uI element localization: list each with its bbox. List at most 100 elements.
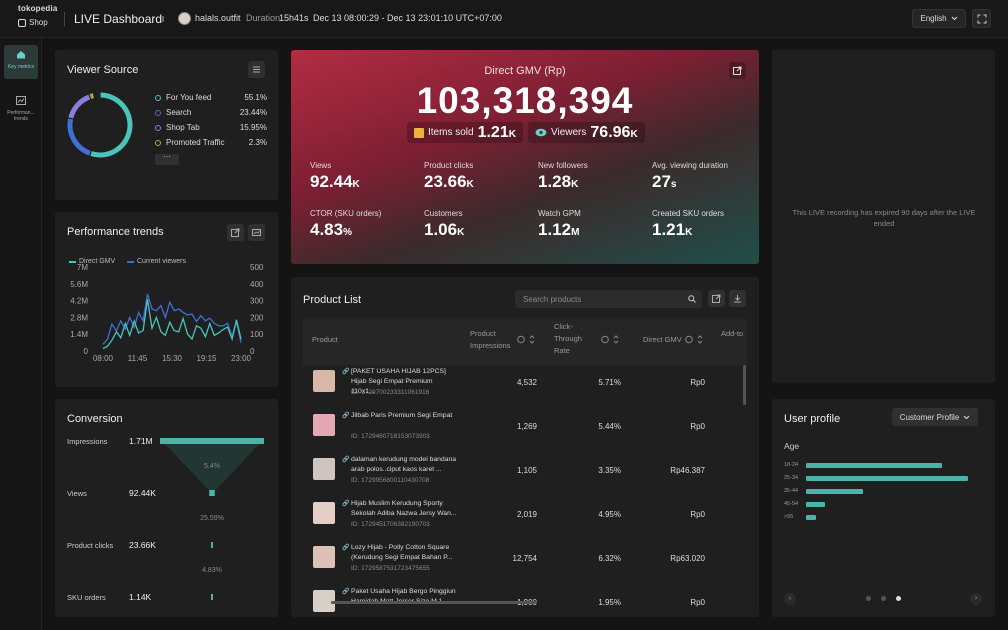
sidebar-item-performance-trends[interactable]: Performan... trends <box>4 91 38 125</box>
link-icon[interactable]: 🔗 <box>342 589 350 595</box>
link-icon[interactable]: 🔗 <box>342 457 350 463</box>
product-thumbnail[interactable] <box>313 502 335 524</box>
sort-icon[interactable] <box>601 335 619 344</box>
cell-impressions: 12,754 <box>512 554 537 563</box>
legend-item-for-you-feed[interactable]: For You feed 55.1% <box>155 93 267 102</box>
col-direct-gmv[interactable]: Direct GMV <box>643 335 682 344</box>
funnel-stage-value: 92.44K <box>129 488 156 498</box>
funnel-rate: 25.59% <box>200 515 224 522</box>
link-icon[interactable]: 🔗 <box>342 369 350 375</box>
product-thumbnail[interactable] <box>313 590 335 612</box>
pager-dot[interactable] <box>881 596 886 601</box>
product-name[interactable]: dalaman kerudung model bandana arab polo… <box>351 456 457 473</box>
export-icon <box>712 294 721 303</box>
age-bar[interactable] <box>806 502 826 507</box>
direct-gmv-value: 103,318,394 <box>416 80 634 121</box>
product-name[interactable]: Jilbab Paris Premium Segi Empat <box>351 412 453 419</box>
brand: tokopedia Shop <box>18 4 58 27</box>
table-row[interactable]: 🔗 Hijab Muslim Kerudung Sporty Sekolah Ad… <box>305 497 743 535</box>
metric-watch-gpm: Watch GPM 1.12M <box>538 209 581 240</box>
panel-title: User profile <box>784 413 841 425</box>
metric-new-followers: New followers 1.28K <box>538 161 588 192</box>
customer-profile-dropdown[interactable]: Customer Profile <box>892 408 978 426</box>
y-tick-left: 1.4M <box>70 330 88 339</box>
viewers-pill: Viewers 76.96K <box>528 122 645 143</box>
x-tick: 15:30 <box>162 354 183 363</box>
y-tick-right: 100 <box>250 330 264 339</box>
vertical-scrollbar[interactable] <box>743 365 746 405</box>
items-sold-value: 1.21K <box>477 123 516 141</box>
sort-icon[interactable] <box>517 335 535 344</box>
page-title: LIVE Dashboard <box>74 12 163 26</box>
metric-value: 1.28K <box>538 172 588 192</box>
pager-dot-active[interactable] <box>896 596 901 601</box>
table-row[interactable]: 🔗Paket Usaha Hijab Bergo Pinggiun Hamida… <box>305 585 743 623</box>
product-list-panel: Product List Product Product Impressions… <box>291 277 759 617</box>
sidebar-item-label: Key metrics <box>7 64 35 70</box>
more-sources-button[interactable]: ··· <box>155 153 179 165</box>
product-name[interactable]: [PAKET USAHA HIJAB 12PCS] Hijab Segi Emp… <box>351 368 446 395</box>
metric-number: 23.66 <box>424 172 467 191</box>
gmv-export-button[interactable] <box>729 62 746 79</box>
chart-settings-button[interactable] <box>248 224 265 241</box>
product-name[interactable]: Paket Usaha Hijab Bergo Pinggiun Hamidah… <box>351 588 456 605</box>
legend-item-search[interactable]: Search 23.44% <box>155 108 267 117</box>
table-row[interactable]: 🔗 dalaman kerudung model bandana arab pol… <box>305 453 743 491</box>
legend-item-promoted-traffic[interactable]: Promoted Traffic 2.3% <box>155 138 267 147</box>
cell-ctr: 6.32% <box>598 554 621 563</box>
y-tick-right: 200 <box>250 313 264 322</box>
y-tick-right: 0 <box>250 347 255 356</box>
product-thumbnail[interactable] <box>313 546 335 568</box>
link-icon[interactable]: 🔗 <box>342 545 350 551</box>
pager-prev-button[interactable]: ‹ <box>784 593 796 605</box>
donut-segment-for-you-feed[interactable] <box>90 92 133 158</box>
series-line-current-viewers <box>102 293 242 345</box>
col-impressions[interactable]: Product Impressions <box>470 329 511 350</box>
product-download-button[interactable] <box>729 290 746 307</box>
product-thumbnail[interactable] <box>313 370 335 392</box>
product-search[interactable] <box>515 290 702 308</box>
product-name[interactable]: Hijab Muslim Kerudung Sporty Sekolah Adi… <box>351 500 457 517</box>
search-input[interactable] <box>515 290 680 308</box>
metric-value: 1.12M <box>538 220 581 240</box>
donut-segment-promoted-traffic[interactable] <box>89 93 94 99</box>
link-icon[interactable]: 🔗 <box>342 413 350 419</box>
table-row[interactable]: 🔗 Lozy Hijab - Polly Cotton Square (Kerud… <box>305 541 743 579</box>
sort-icon[interactable] <box>685 335 703 344</box>
donut-segment-search[interactable] <box>67 118 91 156</box>
cell-ctr: 1.95% <box>598 598 621 607</box>
link-icon[interactable]: 🔗 <box>342 501 350 507</box>
col-ctr[interactable]: Click-Through Rate <box>554 322 582 355</box>
search-icon <box>688 295 696 303</box>
panel-title: Performance trends <box>67 226 164 238</box>
viewer-source-info-button[interactable] <box>248 61 265 78</box>
age-bar[interactable] <box>806 515 816 520</box>
donut-segment-shop-tab[interactable] <box>68 94 91 119</box>
metric-unit: K <box>571 179 579 190</box>
horizontal-scrollbar[interactable] <box>331 601 537 604</box>
fullscreen-button[interactable] <box>972 9 991 28</box>
table-row[interactable]: 🔗 Jilbab Paris Premium Segi Empat ID: 1729… <box>305 409 743 447</box>
product-export-button[interactable] <box>708 290 725 307</box>
metric-value: 1.06K <box>424 220 464 240</box>
age-bar[interactable] <box>806 489 863 494</box>
age-bar[interactable] <box>806 463 943 468</box>
export-chart-button[interactable] <box>227 224 244 241</box>
language-select[interactable]: English <box>912 9 966 28</box>
legend-item-shop-tab[interactable]: Shop Tab 15.95% <box>155 123 267 132</box>
table-row[interactable]: 🔗 [PAKET USAHA HIJAB 12PCS] Hijab Segi Em… <box>305 365 743 403</box>
product-name[interactable]: Lozy Hijab - Polly Cotton Square (Kerudu… <box>351 544 453 561</box>
legend-label: For You feed <box>166 93 212 102</box>
product-thumbnail[interactable] <box>313 414 335 436</box>
pager-dot[interactable] <box>866 596 871 601</box>
col-add-to-cart[interactable]: Add-to-cart count <box>721 329 743 338</box>
download-icon <box>734 295 741 303</box>
product-thumbnail[interactable] <box>313 458 335 480</box>
metric-number: 1.12 <box>538 220 572 239</box>
cell-impressions: 1,105 <box>516 466 537 475</box>
age-bar[interactable] <box>806 476 968 481</box>
col-product[interactable]: Product <box>312 335 338 344</box>
sidebar-item-key-metrics[interactable]: Key metrics <box>4 45 38 79</box>
cell-direct-gmv: Rp46.387 <box>670 466 705 475</box>
pager-next-button[interactable]: › <box>970 593 982 605</box>
